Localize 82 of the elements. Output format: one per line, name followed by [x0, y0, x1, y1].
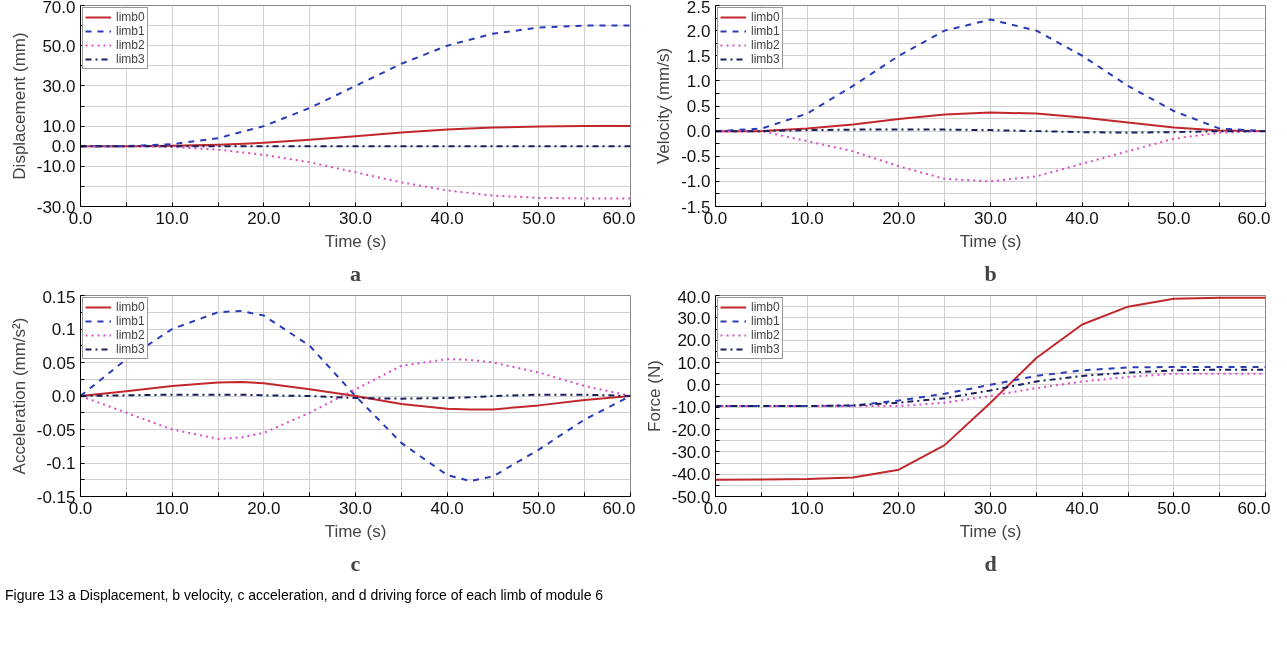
x-axis-title: Time (s)	[959, 521, 1022, 541]
legend-label: limb1	[751, 24, 780, 38]
legend-label: limb1	[751, 314, 780, 328]
y-tick-label: 0.0	[686, 375, 711, 395]
x-tick-label: 40.0	[1065, 498, 1099, 518]
x-tick-label: 20.0	[882, 498, 916, 518]
x-tick-label: 50.0	[1157, 498, 1191, 518]
y-axis-title: Velocity (mm/s)	[654, 47, 674, 165]
legend-label: limb0	[116, 10, 145, 24]
x-tick-label: 30.0	[973, 498, 1008, 518]
x-tick-label: 60.0	[602, 498, 636, 518]
y-tick-label: 10.0	[677, 353, 711, 373]
y-tick-label: 0.1	[51, 320, 76, 339]
y-tick-label: 70.0	[42, 0, 76, 17]
y-axis-title: Displacement (mm)	[9, 32, 29, 180]
y-tick-label: -1.0	[681, 172, 711, 192]
legend-label: limb1	[116, 314, 145, 328]
x-tick-label: 30.0	[338, 208, 373, 228]
y-tick-label: -20.0	[671, 420, 711, 440]
y-tick-label: 0.0	[51, 387, 76, 406]
x-tick-label: 40.0	[430, 498, 464, 518]
x-tick-label: 60.0	[602, 208, 636, 228]
x-axis-title: Time (s)	[324, 521, 387, 541]
y-tick-label: 0.0	[51, 137, 76, 157]
y-tick-label: -10.0	[36, 157, 76, 177]
y-tick-label: 40.0	[677, 287, 711, 307]
y-tick-label: 50.0	[42, 36, 76, 56]
y-tick-label: 2.5	[686, 0, 711, 17]
legend-label: limb3	[116, 342, 145, 356]
y-axis-title: Force (N)	[644, 360, 664, 432]
text: d	[984, 550, 997, 576]
y-tick-label: -0.5	[681, 147, 711, 167]
y-tick-label: 1.0	[686, 71, 711, 91]
legend-label: limb3	[751, 342, 780, 356]
legend-label: limb3	[116, 52, 145, 66]
x-tick-label: 10.0	[155, 208, 189, 228]
legend-label: limb1	[116, 24, 145, 38]
x-tick-label: 10.0	[790, 498, 824, 518]
x-axis-title: Time (s)	[959, 231, 1022, 251]
y-tick-label: -0.05	[36, 420, 76, 440]
y-tick-label: 30.0	[677, 308, 711, 328]
x-tick-label: 10.0	[790, 208, 824, 228]
legend-label: limb0	[751, 300, 780, 314]
y-tick-label: 10.0	[42, 117, 76, 137]
x-tick-label: 60.0	[1237, 498, 1271, 518]
legend-label: limb2	[751, 328, 780, 342]
caption: Figure 13 a Displacement, b velocity, c acceleration, and d driving force of each limb of module 6	[5, 586, 604, 605]
y-tick-label: -30.0	[671, 442, 711, 462]
legend-label: limb0	[116, 300, 145, 314]
y-tick-label: 0.05	[42, 353, 76, 373]
legend-label: limb2	[751, 38, 780, 52]
x-axis-title: Time (s)	[324, 231, 387, 251]
legend-label: limb3	[751, 52, 780, 66]
text: b	[984, 260, 997, 286]
y-tick-label: 0.0	[686, 122, 711, 142]
x-tick-label: 30.0	[973, 208, 1008, 228]
x-tick-label: 20.0	[247, 498, 281, 518]
text: a	[350, 260, 361, 286]
x-tick-label: 20.0	[882, 208, 916, 228]
y-tick-label: -0.1	[46, 454, 76, 473]
x-tick-label: 40.0	[1065, 208, 1099, 228]
x-tick-label: 40.0	[430, 208, 464, 228]
y-tick-label: 0.15	[42, 287, 76, 307]
y-tick-label: 0.5	[686, 97, 711, 116]
y-tick-label: -40.0	[671, 465, 711, 485]
y-tick-label: 20.0	[677, 331, 711, 351]
x-tick-label: 30.0	[338, 498, 373, 518]
legend-label: limb2	[116, 38, 145, 52]
x-tick-label: 60.0	[1237, 208, 1271, 228]
legend-label: limb0	[751, 10, 780, 24]
x-tick-label: 50.0	[522, 208, 556, 228]
y-tick-label: 1.5	[686, 46, 711, 66]
x-tick-label: 20.0	[247, 208, 281, 228]
y-tick-label: 30.0	[42, 76, 76, 96]
x-tick-label: 10.0	[155, 498, 189, 518]
text: c	[350, 550, 361, 576]
y-axis-title: Acceleration (mm/s²)	[9, 317, 29, 475]
legend-label: limb2	[116, 328, 145, 342]
y-tick-label: -10.0	[671, 398, 711, 418]
x-tick-label: 50.0	[1157, 208, 1191, 228]
x-tick-label: 50.0	[522, 498, 556, 518]
y-tick-label: 2.0	[686, 21, 711, 41]
